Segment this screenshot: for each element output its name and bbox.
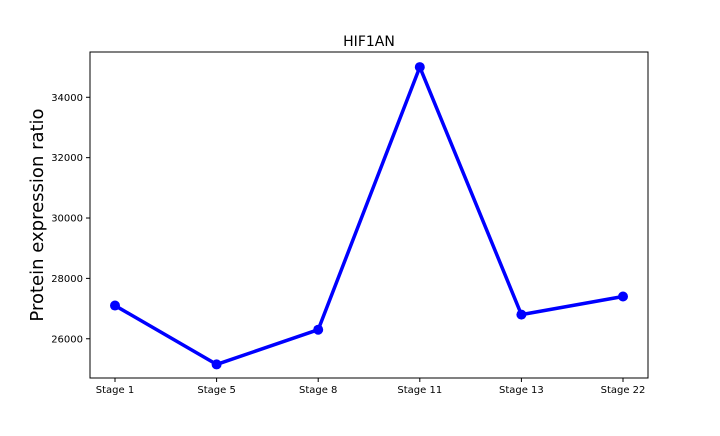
x-axis-ticks: Stage 1 Stage 5 Stage 8 Stage 11 Stage 13 Sta…: [96, 378, 646, 396]
x-tick-label: Stage 8: [299, 385, 337, 396]
y-tick-label: 28000: [51, 274, 83, 285]
x-tick-label: Stage 11: [397, 385, 442, 396]
data-point: [211, 359, 222, 370]
data-point: [414, 62, 425, 73]
y-tick-label: 32000: [51, 153, 83, 164]
y-axis-label: Protein expression ratio: [27, 108, 48, 321]
y-tick-label: 26000: [51, 334, 83, 345]
series-layer: [110, 62, 628, 370]
plot-frame: [89, 51, 649, 379]
y-tick-label: 30000: [51, 214, 83, 225]
x-tick-label: Stage 1: [96, 385, 134, 396]
series-line: [113, 65, 625, 367]
x-tick-label: Stage 22: [601, 385, 646, 396]
data-point: [516, 309, 527, 320]
data-point: [110, 300, 120, 311]
y-tick-label: 34000: [51, 93, 83, 104]
data-point: [618, 291, 628, 302]
y-axis-ticks: 26000 28000 30000 32000 34000: [51, 93, 90, 345]
x-tick-label: Stage 5: [197, 385, 235, 396]
data-point: [313, 324, 324, 335]
x-tick-label: Stage 13: [499, 385, 544, 396]
chart-title: HIF1AN: [343, 34, 395, 50]
